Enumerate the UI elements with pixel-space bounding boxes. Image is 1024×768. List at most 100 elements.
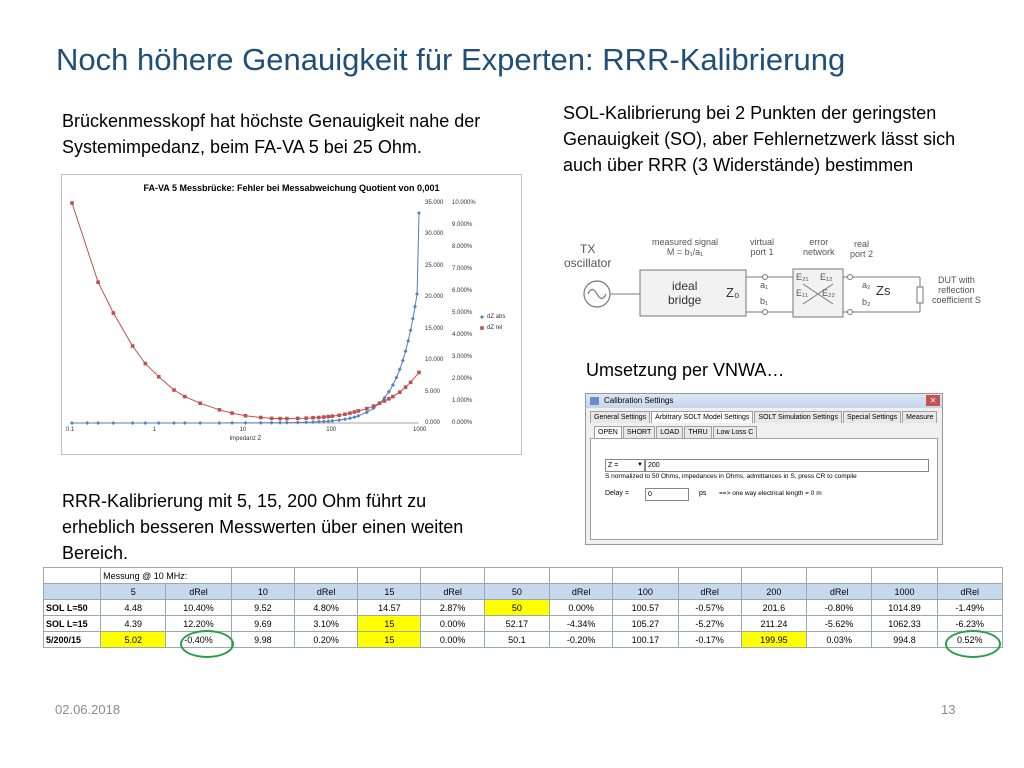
label-z0: Z₀ (726, 285, 740, 300)
table-cell-empty (483, 567, 550, 584)
table-cell: 0.20% (293, 631, 359, 648)
text-bridge-accuracy: Brückenmesskopf hat höchste Genauigkeit … (62, 111, 481, 157)
data-point (356, 413, 361, 418)
chevron-down-icon: ▼ (637, 462, 643, 468)
tab-solt-simulation[interactable]: SOLT Simulation Settings (754, 411, 842, 423)
text-vnwa: Umsetzung per VNWA… (586, 360, 785, 380)
label-zs: Zs (876, 283, 891, 298)
data-point (408, 380, 413, 385)
table-header-cell: dRel (293, 583, 359, 600)
subtab-open[interactable]: OPEN (594, 426, 622, 438)
data-point (230, 411, 234, 415)
table-row-label: SOL L=50 (42, 599, 102, 616)
table-cell: 3.10% (293, 615, 359, 632)
x-tick-label: 100 (326, 427, 337, 433)
table-cell: 9.52 (230, 599, 295, 616)
error-network-diagram: TX oscillator measured signal M = b₁/a₁ … (560, 232, 990, 322)
label-b1: b₁ (760, 296, 769, 306)
data-point (230, 420, 235, 425)
data-point (417, 370, 421, 375)
y-left-tick-label: 25.000 (425, 262, 444, 269)
table-cell-empty (357, 567, 422, 584)
highlight-circle-rrr-1000 (945, 630, 1001, 658)
tab-general-settings[interactable]: General Settings (590, 411, 651, 423)
y-right-tick-label: 3.000% (452, 354, 473, 360)
data-point (330, 418, 335, 423)
measurement-table: Messung @ 10 MHz: 5 dRel 10 dRel 15 dRel 50 dRel… (42, 567, 1004, 648)
data-point (316, 419, 321, 424)
label-b2: b₂ (862, 297, 871, 307)
table-row-label: SOL L=15 (42, 615, 102, 632)
data-point (198, 420, 203, 425)
data-point (352, 410, 357, 414)
table-cell: -0.57% (677, 599, 742, 616)
table-header-cell: 200 (740, 583, 808, 600)
subtab-short[interactable]: SHORT (622, 426, 656, 438)
data-point (387, 397, 391, 401)
data-point (295, 416, 300, 421)
chart-title: FA-VA 5 Messbrücke: Fehler bei Messabwei… (143, 183, 440, 193)
series-line-dZ-rel (71, 202, 420, 420)
data-point (278, 416, 282, 421)
label-error-network: error network (803, 237, 835, 257)
dialog-titlebar: Calibration Settings ✕ (586, 394, 942, 408)
data-point (326, 419, 331, 424)
sine-wave-icon (587, 288, 607, 300)
table-cell-empty (548, 567, 614, 584)
error-network-box (792, 268, 844, 318)
data-point (96, 280, 100, 284)
text-rrr-calibration: RRR-Kalibrierung mit 5, 15, 200 Ohm führ… (62, 491, 464, 563)
tab-measure[interactable]: Measure (902, 411, 938, 423)
table-cell: 2.87% (420, 599, 485, 616)
y-right-tick-label: 5.000% (452, 310, 473, 316)
data-point (403, 349, 408, 354)
data-point (70, 201, 74, 205)
data-point (217, 420, 222, 425)
table-cell: -4.34% (548, 615, 614, 632)
subtab-low-loss-c[interactable]: Low Loss C (712, 426, 758, 438)
window-icon (590, 397, 599, 405)
tab-arbitrary-solt[interactable]: Arbitrary SOLT Model Settings (651, 411, 754, 423)
data-point (143, 420, 148, 425)
z-input[interactable]: 200 (645, 459, 929, 472)
table-row: SOL L=50 4.48 10.40% 9.52 4.80% 14.57 2.87% 50 0… (42, 599, 1004, 616)
table-cell: 5.02 (100, 631, 167, 648)
x-tick-label: 0.1 (66, 427, 75, 433)
y-left-tick-label: 15.000 (425, 325, 444, 332)
dialog-panel: Z = ▼ 200 S normalized to 50 Ohms, imped… (590, 438, 938, 540)
y-right-tick-label: 2.000% (452, 376, 473, 382)
data-point (364, 410, 369, 415)
subtab-load[interactable]: LOAD (656, 426, 684, 438)
label-e21: E₂₁ (796, 272, 809, 282)
data-point (397, 390, 402, 394)
data-point (284, 420, 289, 425)
y-right-tick-label: 10.000% (452, 200, 476, 206)
ideal-bridge-box (639, 269, 747, 317)
tab-special-settings[interactable]: Special Settings (842, 411, 902, 423)
data-point (258, 415, 263, 420)
table-cell: 52.17 (483, 615, 550, 632)
data-point (322, 415, 326, 419)
data-point (198, 401, 202, 405)
close-icon[interactable]: ✕ (926, 395, 940, 406)
footer-date: 02.06.2018 (55, 702, 121, 717)
data-point (410, 316, 415, 321)
z-select[interactable]: Z = ▼ (605, 459, 645, 472)
y-left-tick-label: 5.000 (425, 388, 441, 395)
calibration-settings-window: Calibration Settings ✕ General Settings … (585, 393, 943, 545)
table-cell: -5.27% (677, 615, 742, 632)
label-e11: E₁₁ (796, 288, 809, 298)
subtab-thru[interactable]: THRU (684, 426, 712, 438)
table-cell: -5.62% (806, 615, 873, 632)
electrical-length-note: ==> one way electrical length = 0 m (719, 490, 822, 497)
label-dut: DUT with reflection coefficient S (932, 275, 981, 305)
table-header-cell (42, 583, 102, 600)
data-point (400, 358, 405, 363)
data-point (317, 415, 321, 420)
y-left-tick-label: 20.000 (425, 294, 444, 301)
delay-input[interactable]: 0 (645, 488, 689, 501)
table-header-cell: 50 (483, 583, 550, 600)
table-cell: 0.00% (420, 615, 485, 632)
dialog-title: Calibration Settings (604, 396, 674, 405)
x-axis-label: Impedanz Z (229, 436, 262, 442)
